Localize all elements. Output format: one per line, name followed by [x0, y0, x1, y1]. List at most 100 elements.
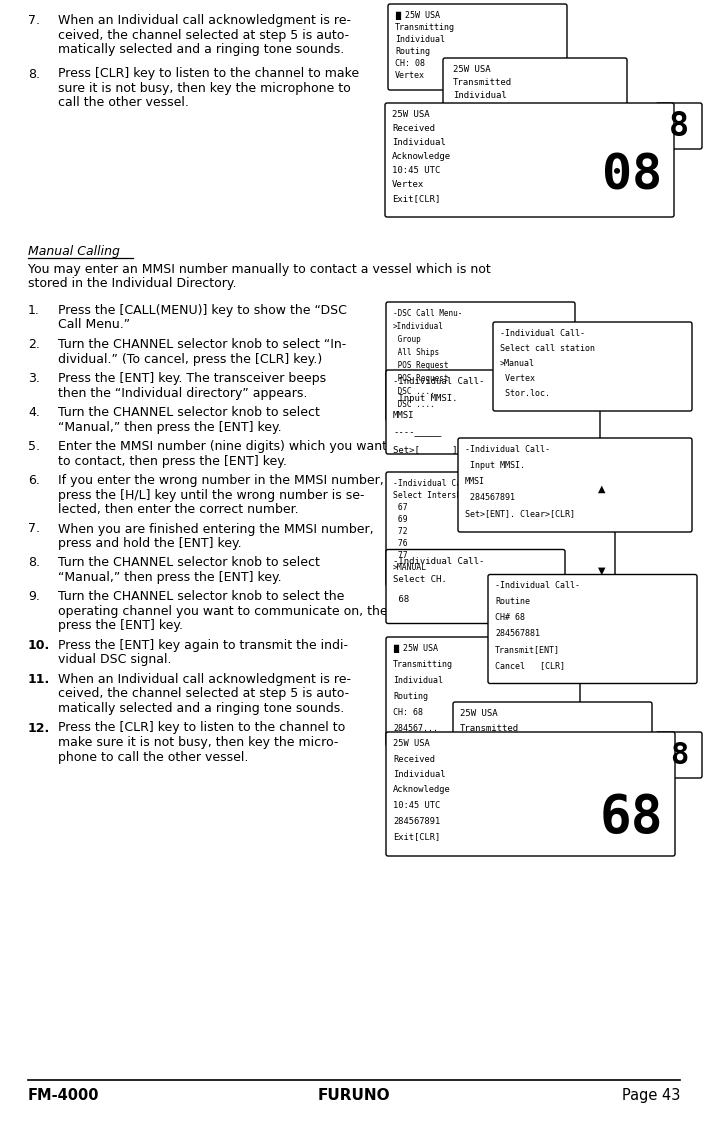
Text: 11.: 11.: [28, 674, 50, 686]
Text: -Individual Call-: -Individual Call-: [393, 377, 484, 386]
Text: >Manual: >Manual: [500, 359, 535, 368]
Text: >Individual: >Individual: [393, 321, 444, 331]
Text: -Individual Call-: -Individual Call-: [393, 557, 484, 566]
Text: Set>[      ]: Set>[ ]: [393, 445, 457, 454]
FancyBboxPatch shape: [386, 370, 600, 454]
Text: stored in the Individual Directory.: stored in the Individual Directory.: [28, 277, 236, 291]
Text: Transmitting: Transmitting: [395, 23, 455, 32]
Text: Individual: Individual: [453, 91, 507, 100]
Text: ▇ 25W USA: ▇ 25W USA: [393, 644, 438, 653]
Text: 8.: 8.: [28, 557, 40, 569]
Text: 68: 68: [393, 594, 409, 603]
FancyBboxPatch shape: [386, 549, 565, 624]
Text: Turn the CHANNEL selector knob to select “In-: Turn the CHANNEL selector knob to select…: [58, 338, 346, 351]
Text: Call Menu.”: Call Menu.”: [58, 318, 130, 332]
FancyBboxPatch shape: [656, 732, 702, 778]
Text: 7.: 7.: [28, 14, 40, 27]
Text: CH# 68: CH# 68: [495, 614, 525, 623]
FancyBboxPatch shape: [388, 5, 567, 91]
Text: Individual: Individual: [393, 676, 443, 685]
FancyBboxPatch shape: [386, 302, 575, 421]
Text: 67: 67: [393, 503, 408, 512]
Text: Routing: Routing: [395, 48, 430, 55]
Text: 69: 69: [393, 515, 408, 524]
Text: Select CH.: Select CH.: [393, 575, 447, 584]
Text: When an Individual call acknowledgment is re-: When an Individual call acknowledgment i…: [58, 14, 351, 27]
Text: Input MMSI.: Input MMSI.: [465, 461, 525, 470]
Text: Acknowledge: Acknowledge: [392, 152, 451, 161]
Text: vidual DSC signal.: vidual DSC signal.: [58, 653, 171, 667]
Text: matically selected and a ringing tone sounds.: matically selected and a ringing tone so…: [58, 702, 344, 715]
Text: -Individual Call-: -Individual Call-: [500, 329, 585, 338]
Text: call the other vessel.: call the other vessel.: [58, 96, 189, 110]
Text: “Manual,” then press the [ENT] key.: “Manual,” then press the [ENT] key.: [58, 420, 282, 434]
Text: 25W USA: 25W USA: [393, 739, 430, 748]
Text: then the “Individual directory” appears.: then the “Individual directory” appears.: [58, 386, 307, 400]
Text: Press the [ENT] key. The transceiver beeps: Press the [ENT] key. The transceiver bee…: [58, 372, 326, 385]
Text: 8: 8: [670, 740, 688, 770]
Text: lected, then enter the correct number.: lected, then enter the correct number.: [58, 503, 299, 516]
Text: FURUNO: FURUNO: [318, 1088, 390, 1103]
Text: “Manual,” then press the [ENT] key.: “Manual,” then press the [ENT] key.: [58, 571, 282, 584]
Text: Individual: Individual: [392, 138, 446, 147]
Text: Received: Received: [392, 125, 435, 132]
Text: MMSI: MMSI: [393, 411, 414, 420]
Text: operating channel you want to communicate on, then: operating channel you want to communicat…: [58, 604, 396, 618]
Text: MMSI: MMSI: [465, 477, 485, 486]
Text: press the [H/L] key until the wrong number is se-: press the [H/L] key until the wrong numb…: [58, 489, 365, 501]
Text: Set>[ENT]. Clear>[CLR]: Set>[ENT]. Clear>[CLR]: [465, 509, 575, 518]
Text: 25W USA: 25W USA: [453, 65, 491, 74]
Text: matically selected and a ringing tone sounds.: matically selected and a ringing tone so…: [58, 43, 344, 55]
Text: POS Request: POS Request: [393, 361, 448, 370]
Text: Exit[CLR]: Exit[CLR]: [392, 194, 440, 203]
Text: 76: 76: [393, 539, 408, 548]
Text: Input MMSI.: Input MMSI.: [393, 394, 457, 403]
Text: When you are finished entering the MMSI number,: When you are finished entering the MMSI …: [58, 523, 374, 535]
Text: 25W USA: 25W USA: [460, 709, 498, 718]
Text: 284567...: 284567...: [393, 724, 438, 734]
Text: Press [CLR] key to listen to the channel to make: Press [CLR] key to listen to the channel…: [58, 68, 359, 80]
Text: Turn the CHANNEL selector knob to select: Turn the CHANNEL selector knob to select: [58, 557, 320, 569]
Text: 9.: 9.: [28, 591, 40, 603]
Text: Page 43: Page 43: [622, 1088, 680, 1103]
Text: Cancel   [CLR]: Cancel [CLR]: [495, 661, 565, 670]
Text: to contact, then press the [ENT] key.: to contact, then press the [ENT] key.: [58, 455, 287, 468]
FancyBboxPatch shape: [458, 438, 692, 532]
FancyBboxPatch shape: [488, 575, 697, 684]
Text: ceived, the channel selected at step 5 is auto-: ceived, the channel selected at step 5 i…: [58, 687, 349, 701]
FancyBboxPatch shape: [386, 732, 675, 856]
Text: FM-4000: FM-4000: [28, 1088, 100, 1103]
Text: dividual.” (To cancel, press the [CLR] key.): dividual.” (To cancel, press the [CLR] k…: [58, 352, 322, 366]
Text: 12.: 12.: [28, 721, 50, 735]
FancyBboxPatch shape: [656, 103, 702, 149]
Text: sure it is not busy, then key the microphone to: sure it is not busy, then key the microp…: [58, 82, 350, 95]
Text: 8: 8: [669, 110, 689, 143]
Text: -Individual Call-: -Individual Call-: [465, 445, 550, 454]
Text: Group: Group: [393, 335, 421, 344]
Text: 5.: 5.: [28, 440, 40, 453]
Text: Turn the CHANNEL selector knob to select: Turn the CHANNEL selector knob to select: [58, 406, 320, 419]
Text: 08: 08: [602, 152, 662, 200]
Text: Waiting for: Waiting for: [453, 104, 512, 113]
Text: POS Request: POS Request: [393, 374, 448, 383]
FancyBboxPatch shape: [443, 58, 627, 127]
FancyBboxPatch shape: [386, 637, 580, 746]
Text: 7.: 7.: [28, 523, 40, 535]
Text: Individual: Individual: [460, 739, 514, 748]
Text: Turn the CHANNEL selector knob to select the: Turn the CHANNEL selector knob to select…: [58, 591, 344, 603]
Text: -Individual Call-: -Individual Call-: [495, 582, 580, 591]
Text: 77: 77: [393, 551, 408, 560]
Text: All Ships: All Ships: [393, 348, 439, 357]
Text: 284567891: 284567891: [465, 494, 515, 501]
Text: make sure it is not busy, then key the micro-: make sure it is not busy, then key the m…: [58, 736, 338, 749]
Text: Waiting for: Waiting for: [460, 754, 519, 763]
Text: ▼: ▼: [598, 566, 605, 576]
Text: Vertex: Vertex: [500, 374, 535, 383]
Text: Manual Calling: Manual Calling: [28, 245, 120, 258]
FancyBboxPatch shape: [386, 472, 615, 586]
Text: Individual: Individual: [393, 770, 445, 779]
Text: -DSC Call Menu-: -DSC Call Menu-: [393, 309, 462, 318]
Text: ----_____: ----_____: [393, 428, 441, 437]
Text: Routing: Routing: [393, 692, 428, 701]
Text: 10:45 UTC: 10:45 UTC: [393, 801, 440, 811]
